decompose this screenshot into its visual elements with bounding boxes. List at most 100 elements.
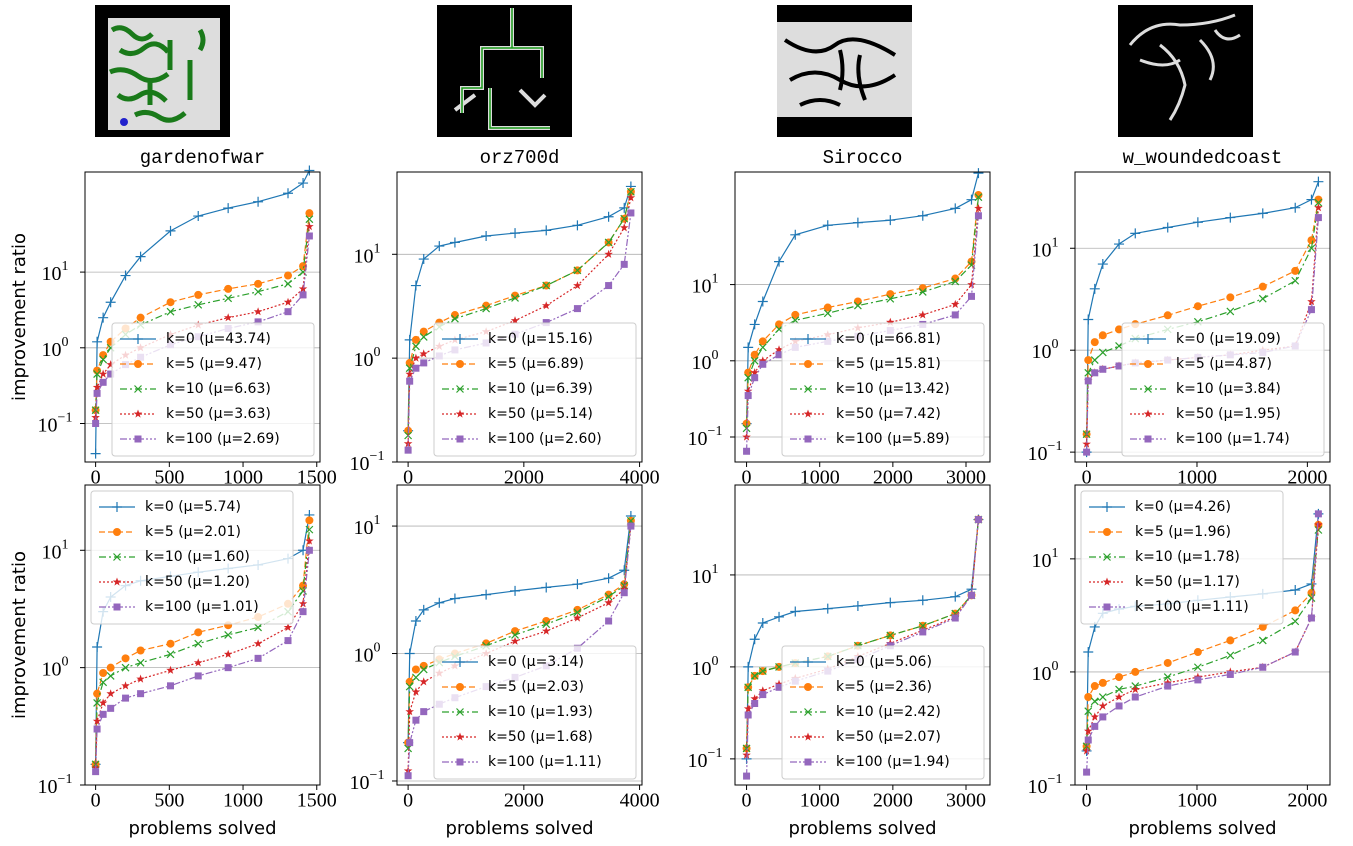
marker <box>918 621 927 630</box>
marker <box>194 290 203 299</box>
marker <box>951 311 959 319</box>
marker <box>92 716 102 725</box>
marker <box>254 623 263 632</box>
subplot: Sirocco 10−1 100 101 0 1000 2000 3000 k=0 (μ=66.… <box>688 147 991 489</box>
marker <box>757 296 768 307</box>
marker <box>511 291 520 300</box>
marker <box>1089 283 1100 294</box>
marker <box>194 300 203 309</box>
legend-label: k=0 (μ=19.09) <box>1176 331 1281 347</box>
marker <box>1307 236 1316 245</box>
legend-label: k=100 (μ=1.74) <box>1176 431 1290 447</box>
legend-marker <box>1103 603 1111 611</box>
marker <box>105 297 116 308</box>
marker <box>1115 342 1123 350</box>
marker <box>122 694 130 702</box>
marker <box>627 209 635 217</box>
marker <box>1258 636 1267 645</box>
x-tick-label: 2000 <box>1287 467 1327 489</box>
marker <box>223 649 233 658</box>
marker <box>744 373 753 382</box>
marker <box>1258 622 1267 631</box>
x-axis-label: problems solved <box>445 818 593 839</box>
marker <box>973 168 984 179</box>
marker <box>950 591 961 602</box>
marker <box>1194 676 1202 684</box>
marker <box>1098 701 1108 710</box>
subplot: 10−1 100 101 0 500 1000 1500 improvement ratio p… <box>9 484 337 839</box>
marker <box>166 307 175 316</box>
marker <box>742 750 751 759</box>
y-tick-label: 100 <box>354 345 381 370</box>
marker <box>305 546 313 554</box>
map-edges <box>461 8 550 129</box>
marker <box>967 591 975 599</box>
marker <box>750 356 759 365</box>
marker <box>853 301 862 310</box>
marker <box>121 654 130 663</box>
marker <box>1314 520 1323 529</box>
legend-marker <box>112 502 122 512</box>
marker <box>917 210 928 221</box>
marker <box>1099 365 1107 373</box>
marker <box>411 665 420 674</box>
marker <box>775 351 783 359</box>
marker <box>107 370 115 378</box>
marker <box>1084 736 1092 744</box>
legend-label: k=0 (μ=4.26) <box>1135 499 1231 515</box>
y-tick-label: 100 <box>42 335 69 360</box>
marker <box>224 284 233 293</box>
marker <box>99 355 108 364</box>
y-tick-label: 100 <box>692 654 719 679</box>
marker <box>751 700 759 708</box>
marker <box>410 280 421 291</box>
marker <box>224 631 233 639</box>
marker <box>573 613 582 622</box>
marker <box>136 674 145 683</box>
marker <box>823 303 832 312</box>
x-tick-label: 0 <box>742 467 752 489</box>
marker <box>92 336 103 347</box>
marker <box>98 698 108 707</box>
marker <box>966 194 977 205</box>
marker <box>283 188 294 199</box>
marker <box>510 585 521 596</box>
marker <box>1291 617 1300 626</box>
marker <box>775 683 783 691</box>
plot-frame <box>1074 484 1331 786</box>
legend-marker <box>113 553 121 561</box>
y-tick-label: 100 <box>1032 337 1059 362</box>
marker <box>137 690 145 698</box>
marker <box>853 297 862 306</box>
x-tick-label: 1000 <box>1177 467 1217 489</box>
marker <box>305 232 313 240</box>
marker <box>885 215 896 226</box>
legend-label: k=100 (μ=1.94) <box>836 754 950 770</box>
marker <box>1291 606 1300 615</box>
marker <box>742 744 751 753</box>
marker <box>626 187 635 196</box>
legend-box <box>781 645 985 780</box>
legend-box <box>1080 490 1284 625</box>
marker <box>450 314 459 323</box>
marker <box>886 631 895 640</box>
marker <box>1114 692 1124 701</box>
marker <box>974 193 983 202</box>
legend-marker <box>455 334 465 344</box>
y-tick-label: 10−1 <box>1028 772 1063 797</box>
legend-marker <box>804 758 812 766</box>
legend-box <box>433 645 637 780</box>
y-tick-label: 10−1 <box>688 746 723 771</box>
y-tick-label: 101 <box>354 242 381 267</box>
marker <box>99 678 108 687</box>
legend-marker <box>134 385 142 393</box>
marker <box>304 165 315 176</box>
map-floor <box>777 22 912 117</box>
marker <box>99 669 108 678</box>
marker <box>449 593 460 604</box>
marker <box>305 222 314 231</box>
marker <box>1083 647 1094 658</box>
marker <box>1307 297 1316 306</box>
legend-label: k=5 (μ=15.81) <box>836 356 941 372</box>
